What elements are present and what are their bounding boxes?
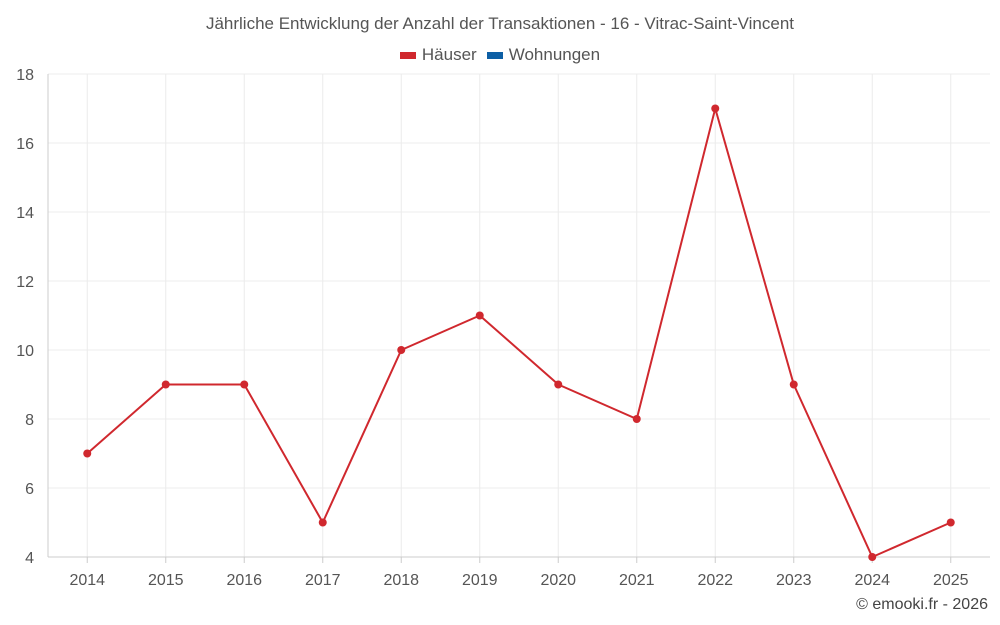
x-tick-label: 2022	[697, 572, 733, 589]
y-tick-label: 8	[25, 412, 34, 429]
series-line-0	[86, 107, 952, 558]
x-tick-label: 2018	[383, 572, 419, 589]
data-point	[946, 518, 955, 527]
data-point	[554, 380, 563, 389]
data-point	[632, 415, 641, 423]
data-point	[318, 518, 327, 527]
x-tick-label: 2015	[148, 572, 184, 589]
y-tick-label: 10	[16, 343, 34, 360]
data-point	[711, 104, 720, 113]
legend: Häuser Wohnungen	[0, 45, 1000, 65]
y-tick-label: 12	[16, 274, 34, 291]
x-tick-label: 2020	[540, 572, 576, 589]
data-point	[789, 380, 798, 389]
chart-title: Jährliche Entwicklung der Anzahl der Tra…	[205, 14, 795, 33]
y-tick-label: 4	[25, 550, 34, 567]
credit-text: © emooki.fr - 2026	[856, 596, 988, 613]
y-tick-label: 16	[16, 136, 34, 153]
y-tick-label: 18	[16, 67, 34, 84]
legend-label-wohnungen: Wohnungen	[508, 45, 601, 64]
x-tick-label: 2016	[226, 572, 262, 589]
legend-item-haeuser[interactable]: Häuser	[399, 45, 477, 65]
legend-label-haeuser: Häuser	[421, 45, 477, 64]
x-tick-label: 2021	[619, 572, 655, 589]
data-point	[161, 380, 170, 389]
legend-item-wohnungen[interactable]: Wohnungen	[486, 45, 601, 65]
data-point	[240, 380, 249, 389]
legend-swatch-wohnungen	[486, 51, 503, 59]
x-tick-label: 2024	[854, 572, 890, 589]
x-tick-label: 2019	[462, 572, 498, 589]
data-point	[868, 553, 877, 561]
x-tick-label: 2023	[776, 572, 812, 589]
x-tick-label: 2025	[933, 572, 969, 589]
data-point	[475, 311, 484, 320]
legend-swatch-haeuser	[399, 51, 416, 59]
data-point	[397, 346, 406, 354]
y-tick-label: 6	[25, 481, 34, 498]
x-tick-label: 2014	[69, 572, 105, 589]
y-tick-label: 14	[16, 205, 34, 222]
data-point	[83, 449, 92, 458]
x-tick-label: 2017	[305, 572, 341, 589]
